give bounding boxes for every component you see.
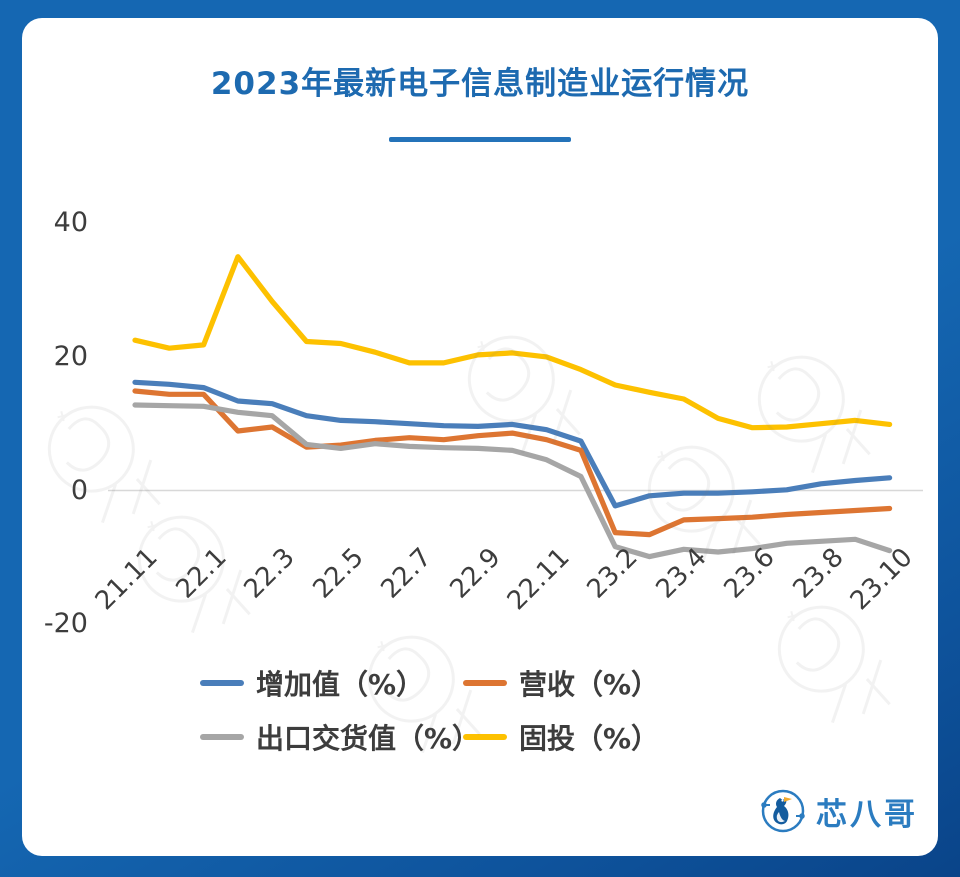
- legend-swatch: [200, 734, 244, 740]
- brand-logo: 芯八哥: [760, 788, 918, 834]
- series-line-2: [132, 402, 893, 560]
- y-tick-label: 40: [53, 207, 88, 239]
- page-title: 2023年最新电子信息制造业运行情况: [210, 66, 750, 102]
- line-chart: [108, 254, 923, 560]
- series-line-0: [132, 379, 893, 509]
- legend-label: 固投（%）: [519, 722, 660, 755]
- y-tick-label: 20: [53, 340, 88, 372]
- brand-name: 芯八哥: [816, 796, 918, 833]
- legend-swatch: [463, 680, 507, 686]
- title-underline: [389, 137, 571, 142]
- series-line-1: [132, 388, 893, 538]
- y-tick-label: -20: [43, 608, 88, 640]
- legend-item: 固投（%）: [463, 719, 659, 755]
- legend-item: 增加值（%）: [200, 665, 424, 701]
- legend-swatch: [463, 734, 507, 740]
- y-tick-label: 0: [70, 474, 88, 506]
- bird-logo-icon: [761, 789, 805, 833]
- legend-item: 营收（%）: [463, 665, 659, 701]
- legend-label: 增加值（%）: [256, 668, 425, 701]
- legend-label: 出口交货值（%）: [256, 722, 481, 755]
- series-line-3: [132, 254, 893, 431]
- legend-label: 营收（%）: [519, 668, 660, 701]
- legend-item: 出口交货值（%）: [200, 719, 480, 755]
- legend-swatch: [200, 680, 244, 686]
- infographic-card: 2023年最新电子信息制造业运行情况 40 20 0 -20 21.11 22.1 22.…: [22, 18, 938, 856]
